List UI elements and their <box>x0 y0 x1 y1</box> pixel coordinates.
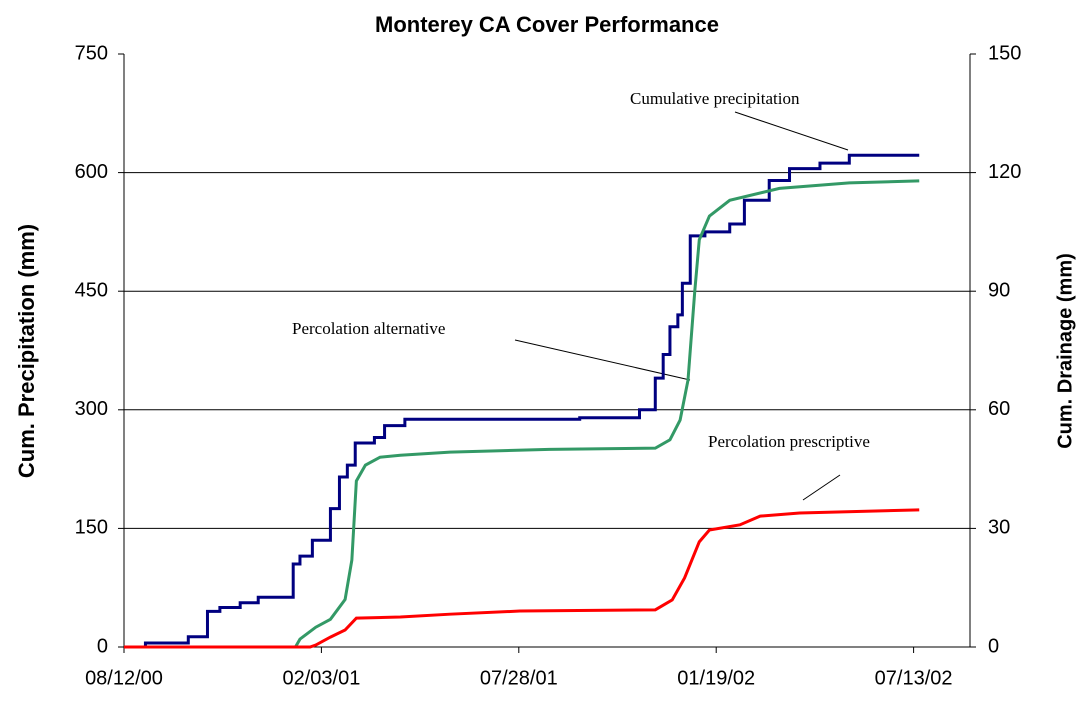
chart-title: Monterey CA Cover Performance <box>375 12 719 37</box>
pointer <box>734 111 849 151</box>
series-line <box>124 508 920 649</box>
y2-tick-label: 90 <box>988 279 1010 301</box>
y2-tick-label: 30 <box>988 517 1010 539</box>
annotation-pointers <box>514 111 849 501</box>
pointer <box>802 474 841 501</box>
annotation: Cumulative precipitation <box>630 89 800 108</box>
y2-tick-label: 60 <box>988 398 1010 420</box>
annotation: Percolation alternative <box>292 319 445 338</box>
annotation: Percolation prescriptive <box>708 432 870 451</box>
y-tick-label: 150 <box>75 517 108 539</box>
y-tick-label: 0 <box>97 635 108 657</box>
x-tick-label: 07/13/02 <box>875 667 953 689</box>
y2-tick-label: 120 <box>988 161 1021 183</box>
series-line <box>124 179 920 649</box>
y-tick-label: 750 <box>75 42 108 64</box>
y2-axis-label: Cum. Drainage (mm) <box>1054 253 1076 449</box>
series-line <box>124 153 920 649</box>
x-tick-label: 02/03/01 <box>282 667 360 689</box>
y-tick-label: 450 <box>75 279 108 301</box>
y2-tick-label: 0 <box>988 635 999 657</box>
y-tick-label: 600 <box>75 161 108 183</box>
x-tick-label: 01/19/02 <box>677 667 755 689</box>
y2-tick-label: 150 <box>988 42 1021 64</box>
pointer <box>514 339 691 381</box>
y-tick-label: 300 <box>75 398 108 420</box>
y-axis-label: Cum. Precipitation (mm) <box>14 224 39 478</box>
x-tick-label: 08/12/00 <box>85 667 163 689</box>
x-tick-label: 07/28/01 <box>480 667 558 689</box>
